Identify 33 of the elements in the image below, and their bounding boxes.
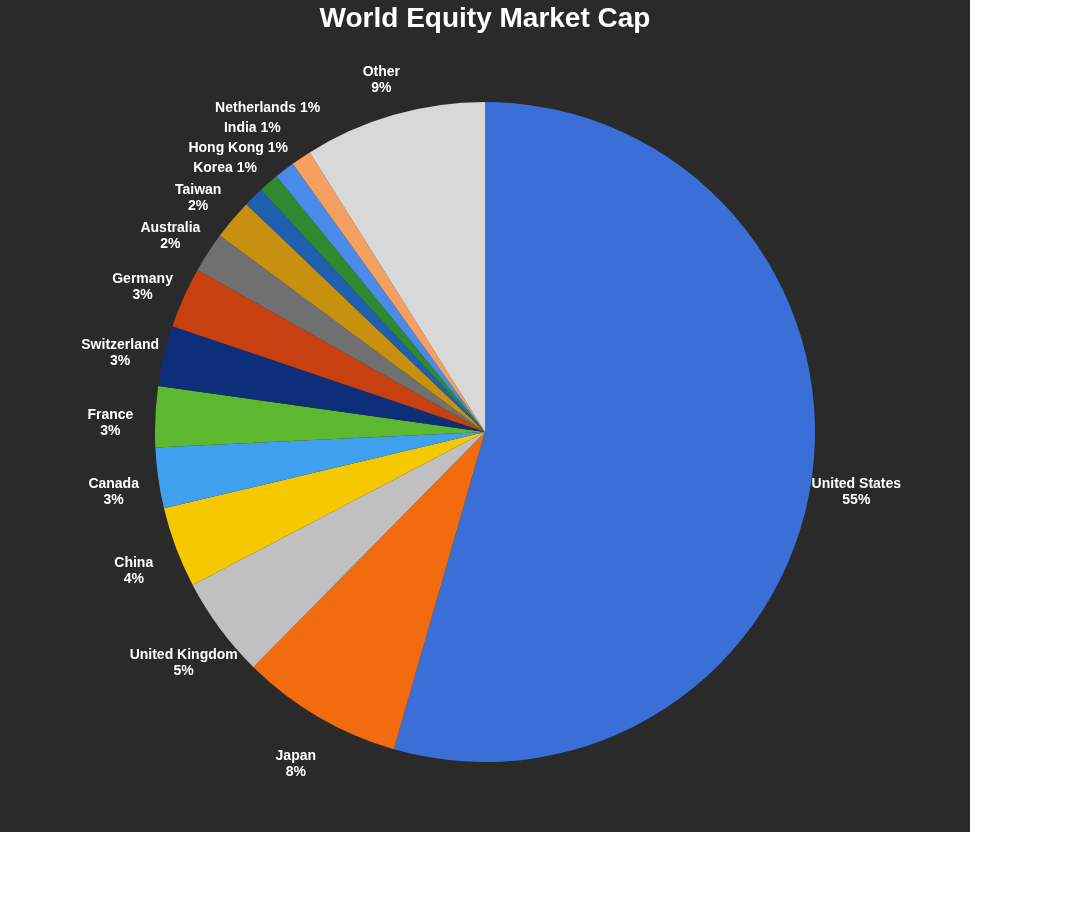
pie-slice [163, 432, 485, 586]
data-label: 3% [100, 421, 122, 438]
slice-label: Korea 1% [193, 159, 258, 175]
data-label: 9% [371, 78, 393, 95]
slice-label: United Kingdom [129, 646, 238, 663]
data-label: 3% [110, 352, 131, 369]
slice-label: China [114, 554, 154, 571]
data-label: 55% [842, 491, 871, 508]
slice-label: Hong Kong 1% [188, 139, 289, 155]
data-label: 2% [188, 197, 209, 214]
pie-slice [172, 269, 485, 432]
data-label: 3% [132, 286, 154, 303]
data-label: 5% [173, 662, 195, 679]
slice-label: Australia [140, 218, 201, 235]
chart-title: World Equity Market Cap [319, 2, 651, 33]
slice-label: Netherlands 1% [215, 99, 321, 115]
slice-label: India 1% [223, 119, 282, 135]
pie-slice [197, 235, 485, 432]
data-label: 4% [123, 570, 145, 587]
slice-label: France [87, 405, 134, 422]
data-label: 8% [285, 762, 307, 779]
slice-label: Germany [112, 270, 174, 287]
slice-label: Taiwan [174, 181, 222, 198]
slice-label: Canada [88, 475, 140, 492]
slice-label: Switzerland [81, 336, 160, 353]
pie-slice [155, 432, 485, 509]
slice-label: Japan [275, 746, 317, 763]
slice-label: United States [811, 475, 902, 492]
pie-slice [158, 326, 485, 432]
pie-slice [253, 432, 485, 750]
slice-label: Other [362, 62, 401, 79]
data-label: 3% [103, 491, 125, 508]
data-label: 2% [160, 234, 182, 251]
